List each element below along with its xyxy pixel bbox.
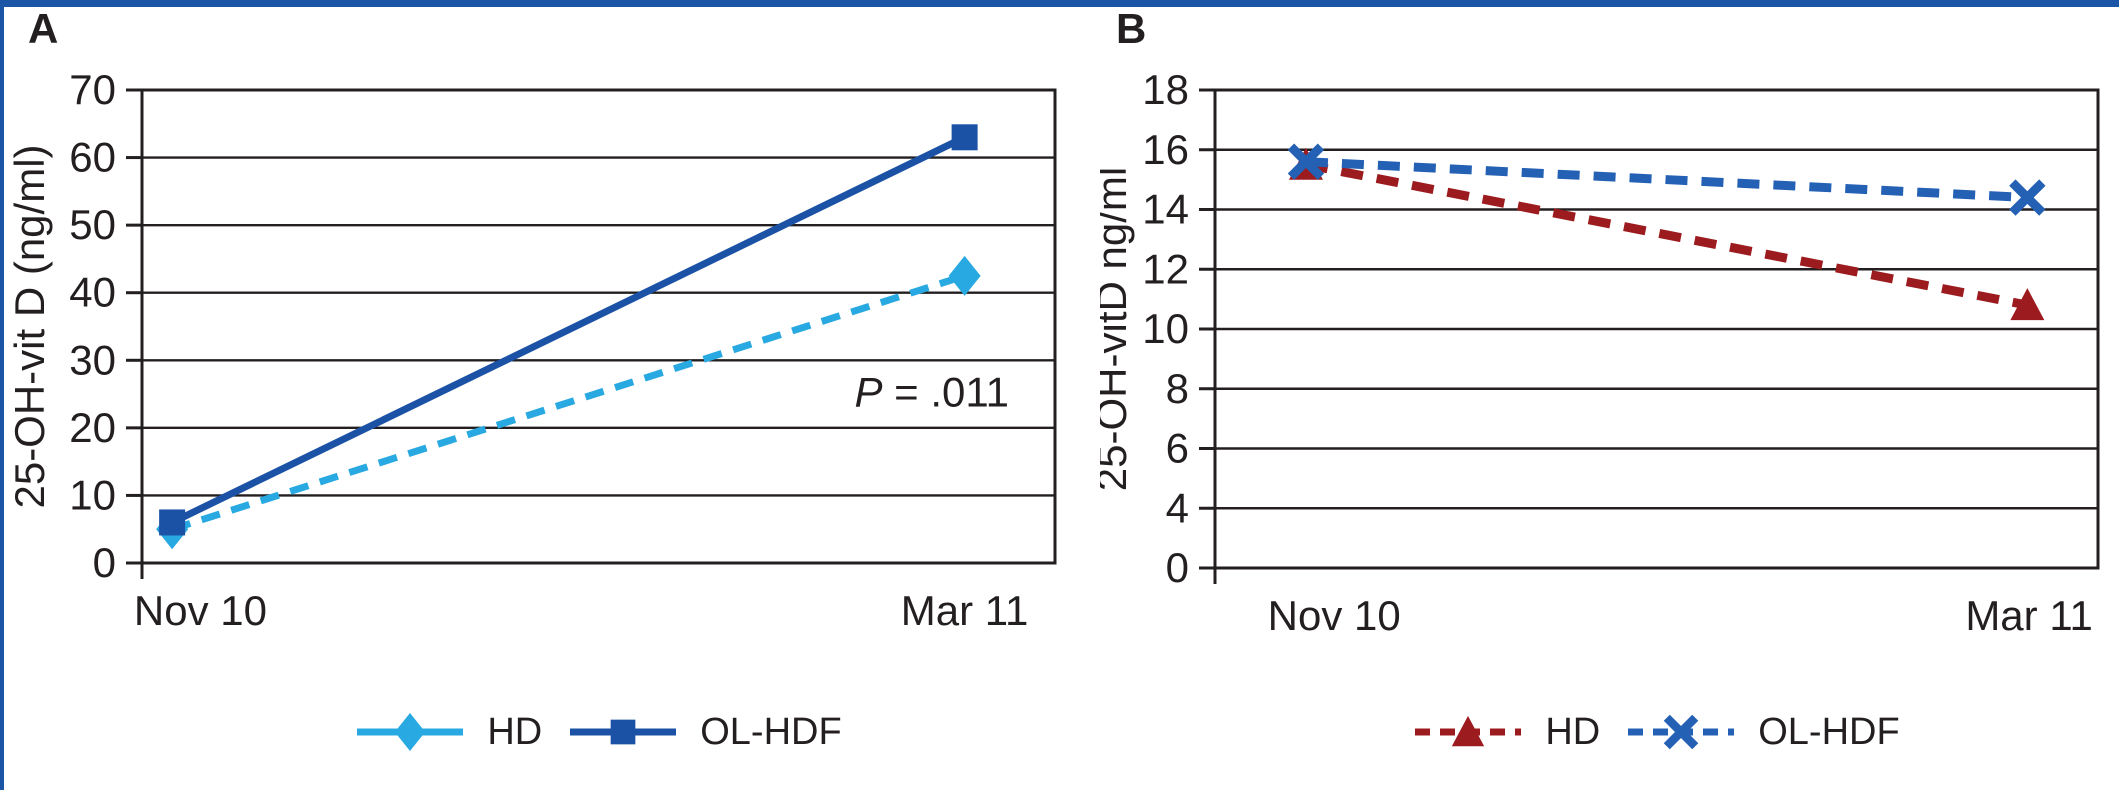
legend-label-ol-hdf: OL-HDF [700,710,842,753]
svg-text:0: 0 [93,539,116,586]
ol-hdf-x-line-icon [1628,714,1735,750]
svg-text:30: 30 [69,336,116,383]
legend-label-hd: HD [1545,710,1601,753]
svg-text:14: 14 [1142,186,1189,233]
legend-label-ol-hdf: OL-HDF [1758,710,1900,753]
legend-item-ol-hdf: OL-HDF [1626,710,1900,754]
p-value-annotation: P = .011 [854,369,1009,416]
legend-item-hd: HD [355,710,542,754]
ol-hdf-square-line-icon [570,719,677,745]
legend-item-ol-hdf: OL-HDF [568,710,842,754]
svg-text:0: 0 [1166,544,1189,591]
figure-top-border [0,0,2119,7]
svg-text:60: 60 [69,134,116,181]
svg-text:50: 50 [69,201,116,248]
hd-diamond-line-icon [357,713,464,751]
svg-text:40: 40 [69,269,116,316]
chart-panel-a: 70 60 50 40 30 20 10 0 25-OH-vit D (ng/ml) Nov 10… [6,66,1057,634]
svg-text:4: 4 [1166,484,1189,531]
legend-item-hd: HD [1413,710,1600,754]
hd-triangle-line-icon [1415,715,1522,747]
svg-text:Mar 11: Mar 11 [901,587,1029,634]
svg-text:10: 10 [1142,305,1189,352]
svg-text:10: 10 [69,471,116,518]
legend-panel-b: HD OL-HDF [1215,706,2098,758]
svg-text:6: 6 [1166,425,1189,472]
chart-panel-b: 18 16 14 12 10 8 6 4 0 25-OH-vitD ng/ml Nov 10 Mar … [1100,66,2100,639]
svg-text:16: 16 [1142,126,1189,173]
figure-left-border [0,0,4,790]
svg-text:Mar 11: Mar 11 [1965,592,2093,639]
svg-text:8: 8 [1166,365,1189,412]
svg-text:70: 70 [69,66,116,113]
svg-text:25-OH-vitD ng/ml: 25-OH-vitD ng/ml [1100,167,1135,491]
legend-panel-a: HD OL-HDF [142,706,1055,758]
svg-text:25-OH-vit D (ng/ml): 25-OH-vit D (ng/ml) [6,144,53,508]
svg-text:18: 18 [1142,66,1189,113]
svg-text:20: 20 [69,404,116,451]
svg-text:Nov 10: Nov 10 [1268,592,1401,639]
legend-label-hd: HD [487,710,543,753]
svg-text:12: 12 [1142,245,1189,292]
panel-a-letter: A [28,5,59,52]
svg-text:Nov 10: Nov 10 [134,587,267,634]
panel-b-letter: B [1116,5,1147,52]
